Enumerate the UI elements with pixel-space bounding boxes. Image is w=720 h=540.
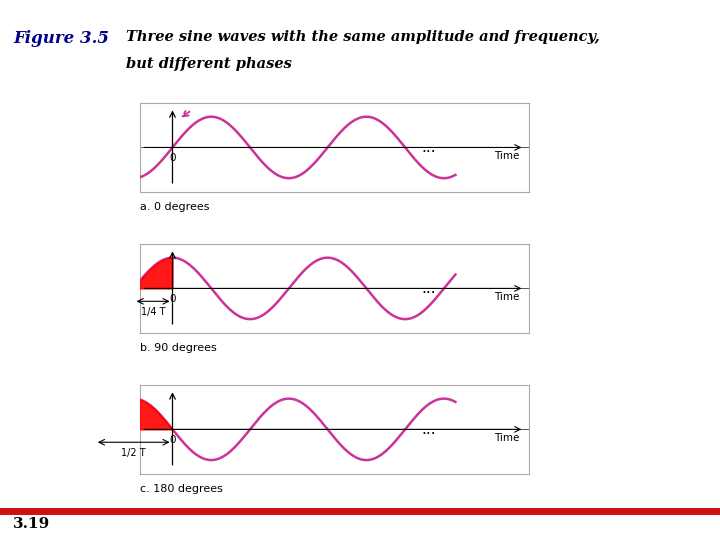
- Text: Time: Time: [494, 433, 519, 443]
- Text: ...: ...: [421, 140, 436, 155]
- Text: 0: 0: [169, 435, 176, 445]
- Text: 1/2 T: 1/2 T: [122, 448, 146, 458]
- Text: Figure 3.5: Figure 3.5: [13, 30, 109, 47]
- Text: a. 0 degrees: a. 0 degrees: [140, 202, 210, 212]
- Text: c. 180 degrees: c. 180 degrees: [140, 484, 223, 494]
- Text: but different phases: but different phases: [126, 57, 292, 71]
- Text: 1/4 T: 1/4 T: [141, 307, 166, 318]
- Text: Time: Time: [494, 292, 519, 302]
- Text: Time: Time: [494, 151, 519, 161]
- Text: 0: 0: [169, 153, 176, 163]
- Text: 3.19: 3.19: [13, 517, 50, 531]
- Text: 0: 0: [169, 294, 176, 304]
- Text: ...: ...: [421, 422, 436, 437]
- Text: b. 90 degrees: b. 90 degrees: [140, 343, 217, 353]
- Text: ...: ...: [421, 281, 436, 296]
- Text: Three sine waves with the same amplitude and frequency,: Three sine waves with the same amplitude…: [126, 30, 600, 44]
